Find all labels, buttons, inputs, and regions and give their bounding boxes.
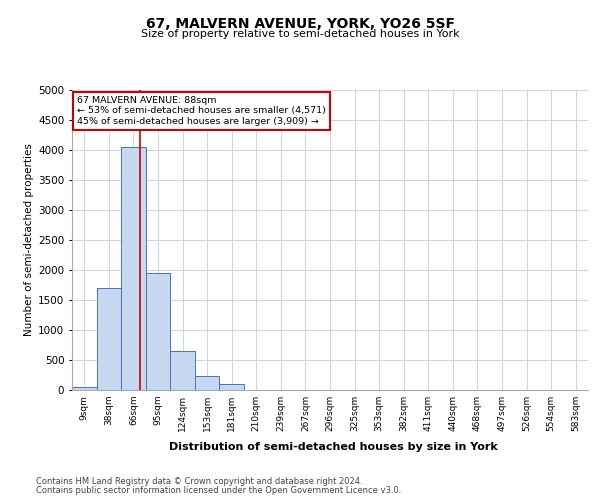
Text: Size of property relative to semi-detached houses in York: Size of property relative to semi-detach… xyxy=(140,29,460,39)
Text: Distribution of semi-detached houses by size in York: Distribution of semi-detached houses by … xyxy=(169,442,497,452)
Bar xyxy=(72,387,97,390)
Text: Contains public sector information licensed under the Open Government Licence v3: Contains public sector information licen… xyxy=(36,486,401,495)
Text: 67 MALVERN AVENUE: 88sqm
← 53% of semi-detached houses are smaller (4,571)
45% o: 67 MALVERN AVENUE: 88sqm ← 53% of semi-d… xyxy=(77,96,326,126)
Bar xyxy=(121,147,146,390)
Bar xyxy=(146,273,170,390)
Text: 67, MALVERN AVENUE, YORK, YO26 5SF: 67, MALVERN AVENUE, YORK, YO26 5SF xyxy=(146,18,455,32)
Bar xyxy=(220,384,244,390)
Text: Contains HM Land Registry data © Crown copyright and database right 2024.: Contains HM Land Registry data © Crown c… xyxy=(36,478,362,486)
Bar xyxy=(170,351,195,390)
Bar xyxy=(195,376,220,390)
Bar xyxy=(97,288,121,390)
Y-axis label: Number of semi-detached properties: Number of semi-detached properties xyxy=(24,144,34,336)
